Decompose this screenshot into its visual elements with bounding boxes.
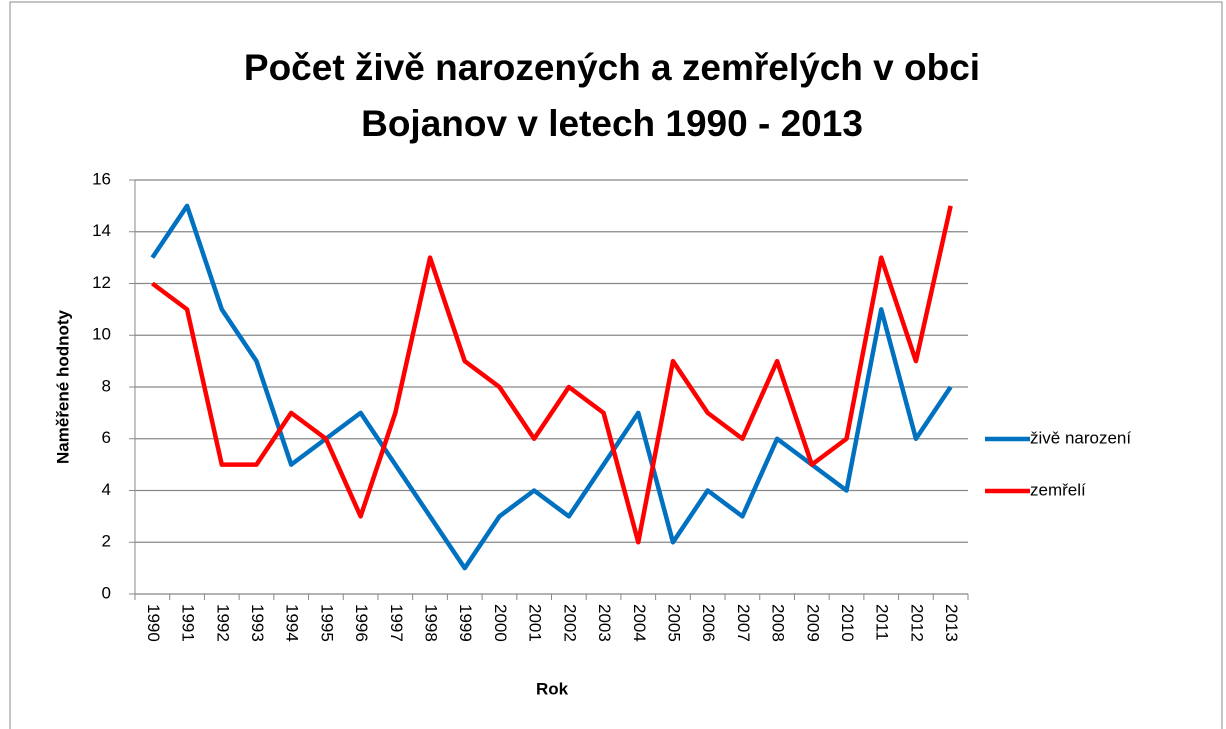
x-axis-title: Rok [536,679,569,698]
x-tick-label: 1996 [352,604,371,642]
x-tick-label: 2004 [630,604,649,642]
x-tick-label: 1994 [283,604,302,642]
y-axis-title: Naměřené hodnoty [53,309,72,464]
y-tick-label: 14 [92,221,111,240]
x-tick-label: 2008 [769,604,788,642]
y-tick-label: 0 [102,583,111,602]
x-tick-label: 1998 [422,604,441,642]
x-tick-label: 2002 [560,604,579,642]
chart-title: Počet živě narozených a zemřelých v obci [244,47,980,88]
x-tick-label: 1992 [213,604,232,642]
x-tick-label: 1990 [144,604,163,642]
x-tick-label: 2006 [699,604,718,642]
y-tick-label: 6 [102,428,111,447]
x-tick-label: 2005 [664,604,683,642]
x-tick-label: 2003 [595,604,614,642]
x-tick-label: 2013 [942,604,961,642]
y-tick-label: 12 [92,273,111,292]
x-tick-label: 2011 [873,604,892,641]
x-tick-label: 1999 [456,604,475,642]
legend-label: živě narození [1030,428,1131,447]
y-tick-label: 16 [92,169,111,188]
y-tick-label: 2 [102,532,111,551]
x-tick-label: 1991 [179,604,198,642]
y-tick-label: 4 [102,480,111,499]
x-tick-label: 1993 [248,604,267,642]
line-series [151,205,953,545]
x-tick-label: 2007 [734,604,753,642]
x-tick-label: 2009 [803,604,822,642]
x-tick-label: 2001 [526,604,545,642]
line-series [150,203,953,571]
chart-title: Bojanov v letech 1990 - 2013 [361,103,863,144]
chart-border [9,1,1223,729]
x-tick-label: 2000 [491,604,510,642]
x-tick-label: 1997 [387,604,406,642]
x-tick-label: 2012 [907,604,926,642]
y-tick-label: 8 [102,376,111,395]
legend-label: zemřelí [1030,480,1086,499]
x-tick-label: 2010 [838,604,857,642]
y-tick-label: 10 [92,325,111,344]
x-tick-label: 1995 [317,604,336,642]
